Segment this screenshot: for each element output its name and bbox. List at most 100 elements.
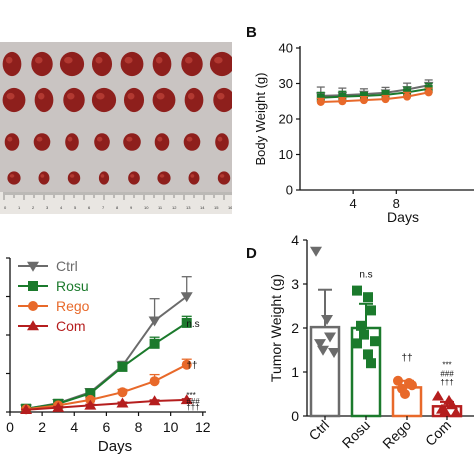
data-point	[116, 397, 129, 408]
data-point	[363, 349, 373, 360]
tumor-sample	[213, 87, 232, 113]
legend-marker	[28, 301, 38, 311]
tumor-highlight	[186, 136, 193, 142]
data-point	[400, 389, 410, 399]
ruler-number: 15	[214, 205, 219, 210]
ruler-number: 14	[200, 205, 205, 210]
x-tick-label: 12	[195, 419, 211, 435]
ruler-number: 4	[60, 205, 63, 210]
data-point	[359, 96, 368, 105]
tumor-highlight	[36, 136, 43, 142]
x-tick-label: 2	[38, 419, 46, 435]
data-point	[366, 358, 376, 369]
y-tick-label: 0	[286, 183, 293, 198]
legend-label: Ctrl	[56, 258, 78, 274]
y-tick-label: 1	[291, 364, 299, 380]
x-tick-label: 10	[163, 419, 179, 435]
significance-annotation: ###	[440, 369, 454, 378]
tumor-highlight	[190, 174, 195, 178]
tumor-highlight	[185, 56, 193, 64]
legend-marker	[27, 261, 39, 272]
data-point	[324, 332, 336, 343]
data-point	[316, 93, 325, 102]
significance-annotation: †††	[440, 378, 453, 387]
x-tick-label: Rego	[379, 417, 414, 452]
ruler-number: 3	[46, 205, 49, 210]
tumor-highlight	[157, 136, 163, 142]
tumor-highlight	[35, 56, 43, 64]
data-point	[407, 380, 417, 391]
significance-annotation: ###	[186, 397, 200, 406]
significance-annotation: ††	[186, 361, 197, 372]
ruler-number: 1	[18, 205, 21, 210]
legend-marker	[27, 320, 39, 331]
data-point	[381, 90, 390, 99]
data-point	[84, 399, 97, 410]
data-point	[20, 404, 33, 415]
tumor-highlight	[95, 56, 103, 64]
ruler-number: 2	[32, 205, 35, 210]
legend-label: Rego	[56, 298, 90, 314]
data-point	[338, 97, 347, 106]
y-tick-label: 20	[279, 112, 293, 127]
significance-annotation: n.s	[186, 319, 199, 330]
series-line-ctrl	[25, 295, 188, 410]
tumor-highlight	[96, 92, 105, 100]
data-point	[149, 338, 160, 349]
y-tick-label: 4	[291, 232, 299, 248]
significance-annotation: n.s	[359, 269, 372, 280]
tumor-photo-drawing: 0 1 2 3 4 5 6 7 8 9 10 11 12 13 14 15 16	[0, 51, 232, 214]
data-point	[181, 359, 192, 370]
data-point	[366, 305, 376, 316]
x-tick-label: 8	[393, 196, 400, 211]
x-axis-label: Days	[98, 438, 132, 455]
x-tick-label: Com	[422, 417, 454, 449]
data-point	[381, 95, 390, 104]
data-point	[180, 292, 193, 303]
tumor-highlight	[214, 56, 223, 64]
x-tick-label: 6	[102, 419, 110, 435]
tumor-highlight	[219, 174, 225, 178]
tumor-volume-chart: 0 2 4 6 8 10 12 Days Ctrl Rosu Rego Com n.s †† ***###†…	[6, 257, 211, 455]
data-point	[439, 405, 451, 416]
data-point	[446, 399, 458, 410]
data-point	[359, 91, 368, 100]
ruler-number: 0	[4, 205, 7, 210]
data-point	[352, 285, 362, 296]
tumor-highlight	[96, 136, 103, 142]
data-point	[338, 92, 347, 101]
panel-label-b: B	[246, 24, 257, 41]
tumor-photo: 0 1 2 3 4 5 6 7 8 9 10 11 12 13 14 15 16	[0, 42, 232, 214]
series-line-rego	[25, 363, 188, 411]
tumor-highlight	[130, 174, 135, 178]
tumor-highlight	[217, 92, 225, 100]
tumor-highlight	[40, 174, 45, 178]
y-tick-label: 0	[291, 408, 299, 424]
data-point	[352, 338, 362, 349]
data-point	[148, 395, 161, 406]
y-tick-label: 2	[291, 320, 299, 336]
x-axis-label: Days	[387, 209, 419, 225]
tumor-weight-chart: 0 1 2 3 4 Tumor Weight (g) Ctrl Rosu Rego Com n.s †…	[268, 232, 474, 452]
tumor-highlight	[69, 174, 75, 178]
tumor-highlight	[156, 92, 165, 100]
y-tick-label: 10	[279, 147, 293, 162]
data-point	[148, 316, 161, 327]
ruler-number: 13	[186, 205, 191, 210]
tumor-highlight	[155, 56, 163, 64]
y-tick-label: 30	[279, 76, 293, 91]
ruler-number: 9	[130, 205, 133, 210]
ruler-number: 11	[158, 205, 163, 210]
data-point	[85, 388, 96, 399]
x-tick-label: 8	[135, 419, 143, 435]
data-point	[117, 387, 128, 398]
significance-annotation: ***	[442, 361, 451, 370]
data-point	[180, 394, 193, 405]
significance-annotation: †††	[186, 403, 199, 412]
y-tick-label: 3	[291, 276, 299, 292]
data-point	[363, 292, 373, 303]
data-point	[314, 339, 326, 350]
tumor-highlight	[67, 92, 75, 100]
